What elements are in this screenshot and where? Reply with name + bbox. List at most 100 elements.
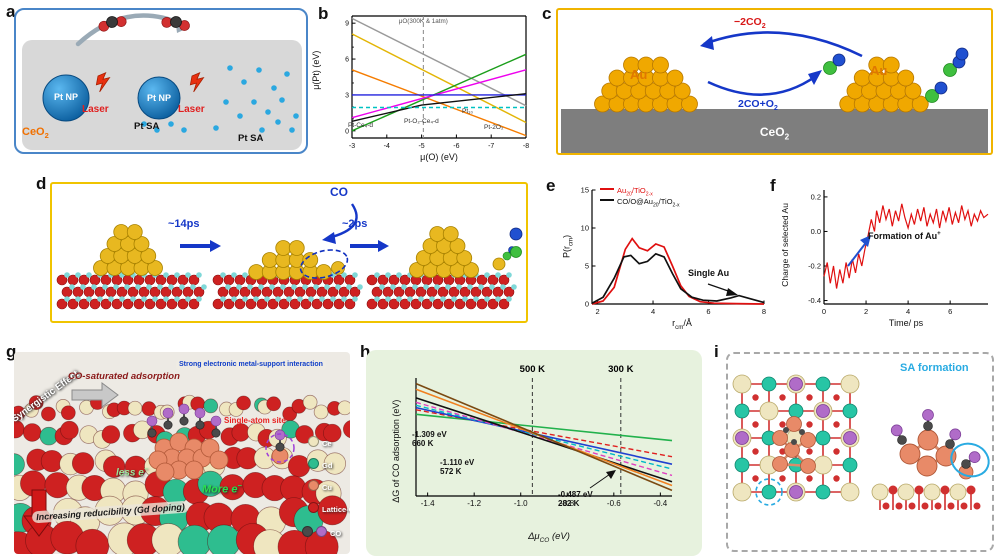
single-atom-site-label: Single-atom site — [224, 416, 286, 425]
svg-text:-0.6: -0.6 — [607, 499, 621, 508]
co-saturated-label: CO-saturated adsorption — [68, 371, 180, 382]
au-plus-annotation: Formation of Au+ — [868, 230, 941, 241]
h-annotation-2: -1.110 eV 572 K — [440, 458, 475, 477]
legend-cu: Cu — [308, 480, 332, 493]
svg-text:-1.4: -1.4 — [421, 499, 435, 508]
legend-co: CO — [302, 526, 341, 539]
b-xlabel: μ(O) (eV) — [420, 152, 458, 162]
svg-text:-4: -4 — [384, 143, 390, 150]
e-legend-1: Au20/TiO2-x — [600, 186, 653, 198]
svg-text:-8: -8 — [523, 143, 529, 150]
svg-text:2: 2 — [595, 307, 599, 316]
e-legend-2: CO/O@Au20/TiO2-x — [600, 197, 680, 209]
panel-label-c: c — [542, 4, 552, 23]
svg-text:-0.4: -0.4 — [653, 499, 667, 508]
f-xlabel: Time/ ps — [888, 318, 924, 328]
svg-text:500 K: 500 K — [520, 364, 545, 375]
svg-text:15: 15 — [581, 186, 589, 195]
time-2ps-label: ~2ps — [342, 218, 368, 230]
b-species-1: Pt-Ce₄-d — [348, 122, 374, 129]
svg-text:4: 4 — [651, 307, 655, 316]
svg-text:-0.8: -0.8 — [560, 499, 574, 508]
svg-text:-7: -7 — [488, 143, 494, 150]
b-species-3: Pt₁₀ — [462, 108, 474, 115]
e-ylabel: P(rcm) — [561, 234, 575, 258]
legend-lattice-o: Lattice-O — [308, 502, 350, 515]
h-ylabel: ΔG of CO adsorption (eV) — [390, 399, 401, 503]
svg-text:0.2: 0.2 — [811, 192, 821, 201]
e-legend-2-swatch — [600, 199, 614, 201]
svg-text:6: 6 — [345, 57, 349, 64]
panel-label-f: f — [770, 176, 776, 195]
svg-text:10: 10 — [581, 224, 589, 233]
pt-sa2-label: Pt SA — [238, 133, 264, 144]
svg-text:300 K: 300 K — [608, 364, 633, 375]
panel-label-h: h — [360, 342, 371, 361]
ceo2-label-c: CeO2 — [759, 125, 790, 142]
sa-formation-label: SA formation — [900, 362, 969, 374]
panel-g: Synergistic Effect CO-saturated adsorpti… — [14, 352, 350, 554]
panel-b-plot: -3 -4 -5 -6 -7 -8 0 3 6 9 μO(300K & 1atm) — [345, 15, 529, 150]
gd-legend-dot — [308, 458, 319, 469]
panel-label-a: a — [6, 2, 16, 21]
h-xlabel: ΔμCO (eV) — [528, 531, 570, 544]
panel-h: -1.4 -1.2 -1.0 -0.8 -0.6 -0.4 500 K 300 K ΔG of… — [366, 350, 702, 556]
ceo2-label-a: CeO2 — [22, 126, 49, 141]
b-ylabel: μ(Pt) (eV) — [310, 50, 321, 90]
panel-c: −2CO2 2CO+O2 Au Au CeO2 — [556, 8, 993, 155]
panel-label-g: g — [6, 342, 17, 361]
laser1-label: Laser — [82, 104, 109, 115]
svg-text:-0.2: -0.2 — [808, 262, 821, 271]
panel-label-i: i — [714, 342, 719, 361]
panel-d-graphic — [56, 203, 523, 310]
panel-label-b: b — [318, 4, 329, 23]
panel-a-graphic — [22, 13, 302, 150]
svg-text:6: 6 — [706, 307, 710, 316]
cu-legend-dot — [308, 480, 319, 491]
svg-text:0: 0 — [345, 128, 349, 135]
panel-f-plot: 0 2 4 6 -0.4 -0.2 0.0 0.2 — [808, 190, 989, 316]
legend-ce: Ce — [308, 436, 332, 449]
svg-text:6: 6 — [948, 307, 952, 316]
b-species-4: Pt-2O₂ — [484, 124, 504, 131]
panel-label-e: e — [546, 176, 556, 195]
panel-c-graphic — [561, 31, 988, 153]
minus-2co2-label: −2CO2 — [734, 16, 766, 31]
panel-i: SA formation — [726, 352, 994, 552]
h-annotation-1: -1.309 eV 660 K — [412, 430, 447, 449]
svg-text:9: 9 — [345, 21, 349, 28]
pt-np1-label: Pt NP — [53, 92, 78, 102]
svg-text:4: 4 — [906, 307, 910, 316]
less-e-label: less e− — [116, 466, 148, 479]
f-ylabel: Charge of selected Au — [780, 203, 791, 287]
pt-np2-label: Pt NP — [146, 93, 171, 103]
svg-text:0: 0 — [822, 307, 826, 316]
2co-o2-label: 2CO+O2 — [738, 98, 778, 113]
svg-text:-1.2: -1.2 — [467, 499, 481, 508]
au2-label: Au — [870, 63, 888, 78]
co-c-legend-dot — [302, 526, 313, 537]
svg-text:-6: -6 — [453, 143, 459, 150]
panel-g-graphic — [14, 352, 350, 554]
b-species-2: Pt-O₂-Ce₄-d — [404, 118, 439, 125]
co-o-legend-dot — [316, 526, 327, 537]
svg-text:8: 8 — [762, 307, 766, 316]
h-annotation-3: -0.487 eV 282 K — [558, 490, 593, 509]
single-au-annotation: Single Au — [688, 268, 730, 278]
semsi-label: Strong electronic metal-support interact… — [176, 360, 326, 371]
panel-d: ~14ps ~2ps CO — [50, 182, 528, 323]
ce-legend-dot — [308, 436, 319, 447]
panel-e-plot: 2 4 6 8 0 5 10 15 — [581, 186, 766, 317]
panel-i-graphic — [732, 374, 990, 510]
co-label-d: CO — [330, 185, 348, 199]
laser2-label: Laser — [178, 104, 205, 115]
svg-text:3: 3 — [345, 92, 349, 99]
more-e-label: More e− — [202, 481, 242, 496]
svg-text:μO(300K & 1atm): μO(300K & 1atm) — [399, 18, 448, 25]
svg-text:5: 5 — [585, 262, 589, 271]
pt-sa1-label: Pt SA — [134, 121, 160, 132]
e-xlabel: rcm/Å — [672, 318, 692, 331]
au1-label: Au — [630, 67, 648, 82]
svg-text:-3: -3 — [349, 143, 355, 150]
